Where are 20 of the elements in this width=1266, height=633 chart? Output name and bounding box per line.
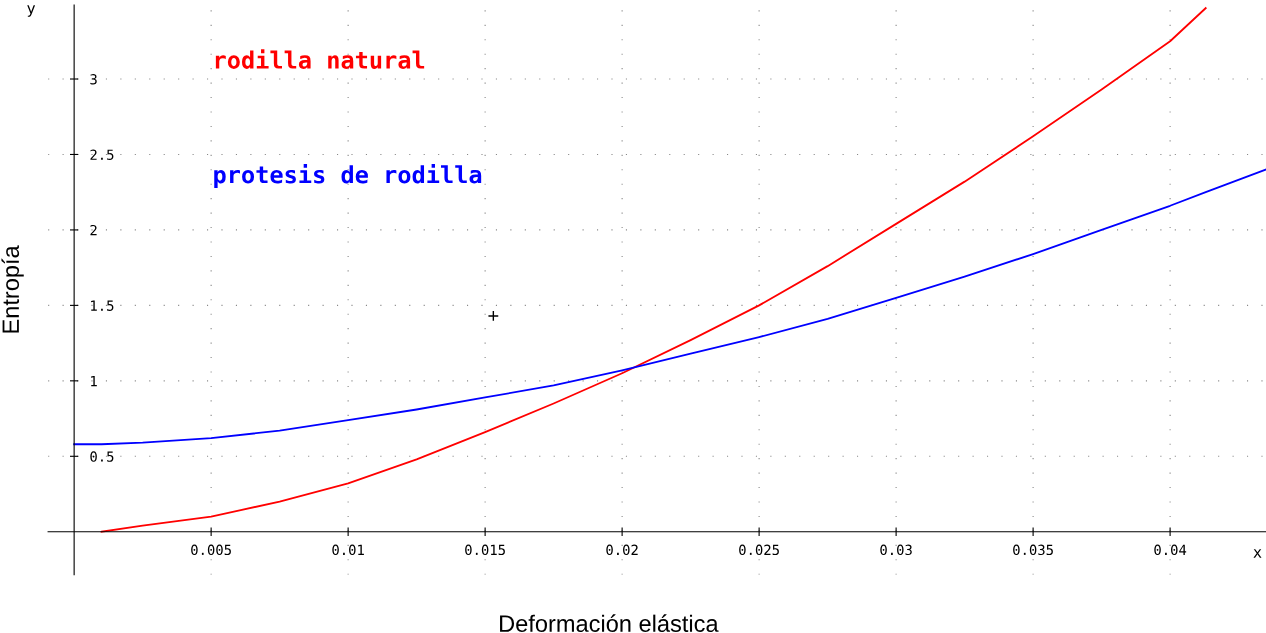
y-tick-label: 2.5	[90, 149, 114, 160]
y-tick-label: 0.5	[90, 451, 114, 462]
x-tick-label: 0.015	[465, 544, 505, 556]
y-tick-label: 1.5	[91, 300, 114, 311]
x-tick-label: 0.02	[606, 544, 638, 556]
text: rodilla natural	[215, 49, 425, 69]
y-axis-title: Entropía	[1, 245, 24, 333]
x-tick-label: 0.035	[1013, 544, 1053, 556]
annotation: x	[1253, 549, 1262, 558]
y-tick-label: 3	[90, 74, 97, 85]
text: y	[27, 5, 36, 17]
y-tick-label: 1	[91, 376, 97, 387]
x-tick-label: 0.01	[332, 544, 364, 556]
x-axis-title: Deformación elástica	[500, 614, 719, 632]
x-tick-label: 0.025	[739, 544, 779, 556]
x-tick-label: 0.03	[880, 544, 912, 556]
x-tick-label: 0.005	[191, 544, 231, 556]
y-tick-label: 2	[90, 224, 97, 236]
x-tick-label: 0.04	[1154, 544, 1187, 556]
text: protesis de rodilla	[214, 163, 482, 189]
